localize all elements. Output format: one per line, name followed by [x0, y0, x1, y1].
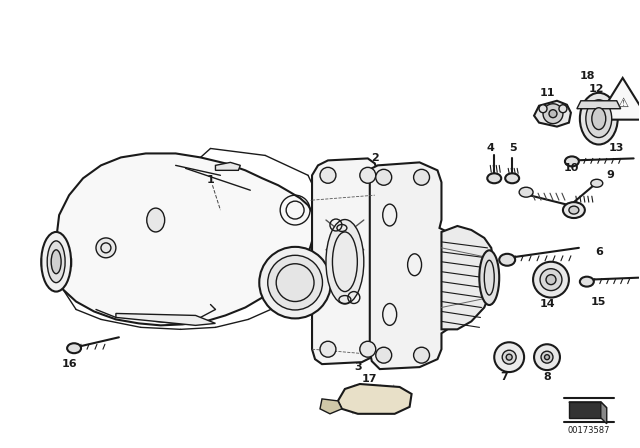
- Text: 1: 1: [207, 175, 214, 185]
- Ellipse shape: [51, 250, 61, 274]
- Text: 12: 12: [589, 84, 605, 94]
- Ellipse shape: [534, 344, 560, 370]
- Circle shape: [539, 105, 547, 113]
- Circle shape: [413, 169, 429, 185]
- Polygon shape: [312, 159, 378, 364]
- Text: 8: 8: [543, 372, 551, 382]
- Text: 00173587: 00173587: [568, 426, 610, 435]
- Ellipse shape: [41, 232, 71, 292]
- Text: 5: 5: [509, 143, 517, 154]
- Text: 9: 9: [607, 170, 614, 180]
- Ellipse shape: [580, 93, 618, 145]
- Circle shape: [96, 238, 116, 258]
- Ellipse shape: [506, 354, 512, 360]
- Ellipse shape: [67, 343, 81, 353]
- Text: 2: 2: [371, 153, 379, 164]
- Ellipse shape: [326, 220, 364, 304]
- Polygon shape: [601, 402, 607, 424]
- Text: 4: 4: [486, 143, 494, 154]
- Ellipse shape: [502, 350, 516, 364]
- Circle shape: [360, 341, 376, 357]
- Circle shape: [342, 259, 354, 271]
- Circle shape: [413, 347, 429, 363]
- Ellipse shape: [259, 247, 331, 319]
- Circle shape: [543, 104, 563, 124]
- Ellipse shape: [580, 277, 594, 287]
- Ellipse shape: [505, 173, 519, 183]
- Text: 14: 14: [539, 300, 555, 310]
- Ellipse shape: [268, 255, 323, 310]
- Polygon shape: [116, 314, 216, 325]
- Text: 10: 10: [563, 164, 579, 173]
- Polygon shape: [320, 399, 342, 414]
- Text: 13: 13: [609, 143, 625, 154]
- Ellipse shape: [545, 355, 550, 360]
- Ellipse shape: [540, 269, 562, 291]
- Ellipse shape: [487, 173, 501, 183]
- Ellipse shape: [541, 351, 553, 363]
- Circle shape: [559, 105, 567, 113]
- Circle shape: [549, 110, 557, 118]
- Ellipse shape: [499, 254, 515, 266]
- Polygon shape: [53, 154, 315, 325]
- Text: 7: 7: [500, 372, 508, 382]
- Polygon shape: [338, 384, 412, 414]
- Text: 18: 18: [580, 71, 596, 81]
- Ellipse shape: [586, 100, 612, 138]
- Ellipse shape: [592, 108, 605, 129]
- Polygon shape: [569, 402, 607, 408]
- Polygon shape: [569, 402, 601, 418]
- Circle shape: [360, 168, 376, 183]
- Text: 3: 3: [354, 362, 362, 372]
- Ellipse shape: [563, 202, 585, 218]
- Ellipse shape: [533, 262, 569, 297]
- Ellipse shape: [494, 342, 524, 372]
- Ellipse shape: [519, 187, 533, 197]
- Circle shape: [376, 169, 392, 185]
- Ellipse shape: [546, 275, 556, 284]
- Polygon shape: [216, 162, 241, 170]
- Ellipse shape: [569, 206, 579, 214]
- Ellipse shape: [147, 208, 164, 232]
- Text: 16: 16: [61, 359, 77, 369]
- Polygon shape: [534, 101, 571, 127]
- Ellipse shape: [47, 241, 65, 283]
- Polygon shape: [596, 78, 640, 120]
- Text: 6: 6: [595, 247, 603, 257]
- Text: ⚠: ⚠: [617, 97, 628, 110]
- Ellipse shape: [565, 156, 579, 166]
- Polygon shape: [442, 226, 493, 329]
- Polygon shape: [370, 162, 461, 369]
- Circle shape: [376, 347, 392, 363]
- Circle shape: [320, 168, 336, 183]
- Ellipse shape: [591, 179, 603, 187]
- Text: 11: 11: [540, 88, 555, 98]
- Polygon shape: [577, 101, 621, 109]
- Ellipse shape: [479, 250, 499, 305]
- Circle shape: [320, 341, 336, 357]
- Text: 15: 15: [591, 297, 607, 306]
- Text: 17: 17: [362, 374, 378, 384]
